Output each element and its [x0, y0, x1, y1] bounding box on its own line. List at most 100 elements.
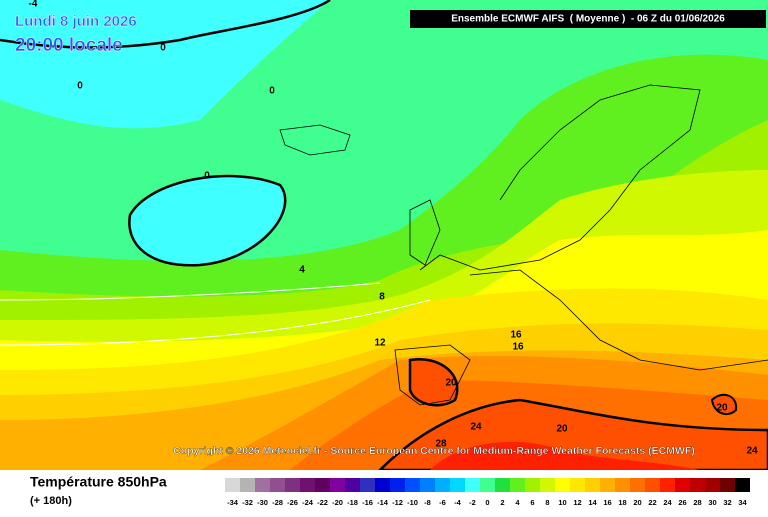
color-swatch	[450, 478, 465, 492]
scale-label: -14	[377, 498, 389, 507]
scale-label: -6	[439, 498, 446, 507]
color-swatch	[615, 478, 630, 492]
lead-time: (+ 180h)	[30, 495, 72, 507]
scale-label: -18	[347, 498, 358, 507]
color-swatch	[270, 478, 285, 492]
run-box	[410, 10, 766, 28]
contour-label: 0	[77, 81, 83, 92]
contour-label: 24	[470, 422, 482, 433]
color-swatch	[315, 478, 330, 492]
color-swatch	[720, 478, 735, 492]
coastline	[419, 84, 701, 271]
contour-label: 20	[716, 403, 728, 414]
contour-label: 16	[512, 342, 524, 353]
scale-label: 8	[545, 498, 549, 507]
color-swatch	[570, 478, 585, 492]
scale-label: 28	[693, 498, 701, 507]
color-swatch	[630, 478, 645, 492]
field	[0, 0, 330, 129]
color-swatch	[690, 478, 705, 492]
contour-label: 0	[269, 86, 275, 97]
color-swatch	[240, 478, 255, 492]
scale-label: 26	[678, 498, 686, 507]
color-scale: -34 -32 -30 -28 -26 -24 -22 -20 -18 -16 -14 -12 -10-…	[225, 478, 750, 507]
contour	[0, 282, 381, 301]
scale-label: -24	[302, 498, 314, 507]
scale-label: -32	[242, 498, 253, 507]
scale-label: 0	[485, 498, 489, 507]
scale-label: -16	[362, 498, 373, 507]
color-swatch	[555, 478, 570, 492]
color-swatch	[585, 478, 600, 492]
color-swatch	[510, 478, 525, 492]
scale-label: 34	[738, 498, 747, 507]
scale-label: -22	[317, 498, 328, 507]
time: 20:00 locale	[15, 35, 123, 56]
scale-label: -8	[424, 498, 431, 507]
scale-label: 20	[633, 498, 641, 507]
color-swatch	[645, 478, 660, 492]
scale-label: 24	[663, 498, 672, 507]
color-swatch	[255, 478, 270, 492]
color-swatch	[390, 478, 405, 492]
field	[430, 441, 700, 470]
scale-label: 32	[723, 498, 731, 507]
contour-label: 28	[435, 439, 447, 450]
scale-label: 10	[558, 498, 566, 507]
scale-label: 22	[648, 498, 656, 507]
scale-label: -20	[332, 498, 343, 507]
contour-label: 12	[374, 338, 386, 349]
run-info: Ensemble ECMWF AIFS ( Moyenne ) - 06 Z d…	[451, 14, 725, 25]
contour	[0, 299, 431, 346]
color-swatch	[735, 478, 750, 492]
scale-label: 30	[708, 498, 716, 507]
footer-title: Température 850hPa	[30, 474, 167, 490]
color-swatch	[465, 478, 480, 492]
color-swatch	[375, 478, 390, 492]
color-swatch	[225, 478, 240, 492]
color-swatch	[540, 478, 555, 492]
contour-label: 20	[556, 424, 568, 435]
color-swatch	[480, 478, 495, 492]
color-swatch	[360, 478, 375, 492]
copyright: Copyright © 2026 Meteociel.fr - Source E…	[173, 445, 695, 457]
scale-label: -12	[392, 498, 403, 507]
scale-label: -28	[272, 498, 283, 507]
scale-label: 16	[603, 498, 611, 507]
coastline	[279, 124, 471, 406]
contour-label: 4	[299, 265, 305, 276]
color-swatch	[405, 478, 420, 492]
contour-label: -4	[29, 0, 38, 10]
color-swatch	[330, 478, 345, 492]
scale-label: 4	[515, 498, 520, 507]
contour-label: 24	[746, 446, 758, 457]
contour-label: 0	[160, 43, 166, 54]
color-swatch	[495, 478, 510, 492]
scale-label: 12	[573, 498, 581, 507]
scale-label: 2	[500, 498, 504, 507]
color-swatch	[420, 478, 435, 492]
scale-label: 14	[588, 498, 597, 507]
scale-label: -30	[257, 498, 268, 507]
scale-label: -4	[454, 498, 461, 507]
contour-label: 0	[204, 171, 210, 182]
color-swatch	[660, 478, 675, 492]
field	[408, 357, 459, 407]
color-swatch	[675, 478, 690, 492]
scale-label: -2	[469, 498, 476, 507]
scale-label: 18	[618, 498, 626, 507]
field	[710, 393, 738, 416]
scale-label: -10	[407, 498, 418, 507]
contour	[0, 0, 331, 49]
contour-label: 16	[510, 330, 522, 341]
scale-label: -26	[287, 498, 298, 507]
color-swatch	[525, 478, 540, 492]
contour-label: 8	[379, 292, 385, 303]
color-swatch	[300, 478, 315, 492]
color-swatch	[435, 478, 450, 492]
color-swatch	[285, 478, 300, 492]
coastline	[469, 269, 768, 371]
date: Lundi 8 juin 2026	[15, 13, 137, 30]
